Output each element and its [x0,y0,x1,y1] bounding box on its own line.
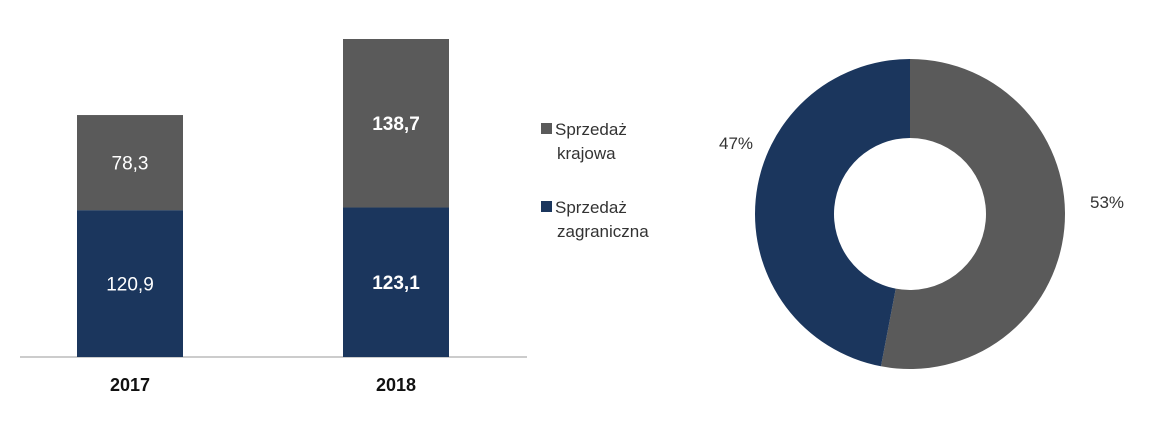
bar-segment [77,115,183,211]
legend-label: zagraniczna [557,222,649,241]
data-label: 138,7 [372,114,420,135]
bar-segment [77,210,183,357]
x-tick-label: 2017 [110,375,150,395]
legend-label: Sprzedaż [555,198,627,217]
legend-swatch [541,201,552,212]
data-label: 78,3 [112,154,149,175]
legend-label: krajowa [557,144,616,163]
stacked-bar-chart: 120,9 78,3 2017 123,1 138,7 2018 [20,39,527,395]
legend-swatch [541,123,552,134]
donut-chart: 53% 47% [719,59,1124,369]
legend-label: Sprzedaż [555,120,627,139]
x-tick-label: 2018 [376,375,416,395]
bar-segment [343,207,449,357]
data-label: 120,9 [106,275,154,296]
legend: Sprzedaż krajowa Sprzedaż zagraniczna [541,120,649,241]
donut-slice [754,59,910,367]
donut-slice [880,59,1065,369]
slice-label: 47% [719,134,753,153]
slice-label: 53% [1090,193,1124,212]
bar-segment [343,39,449,208]
data-label: 123,1 [372,273,420,294]
